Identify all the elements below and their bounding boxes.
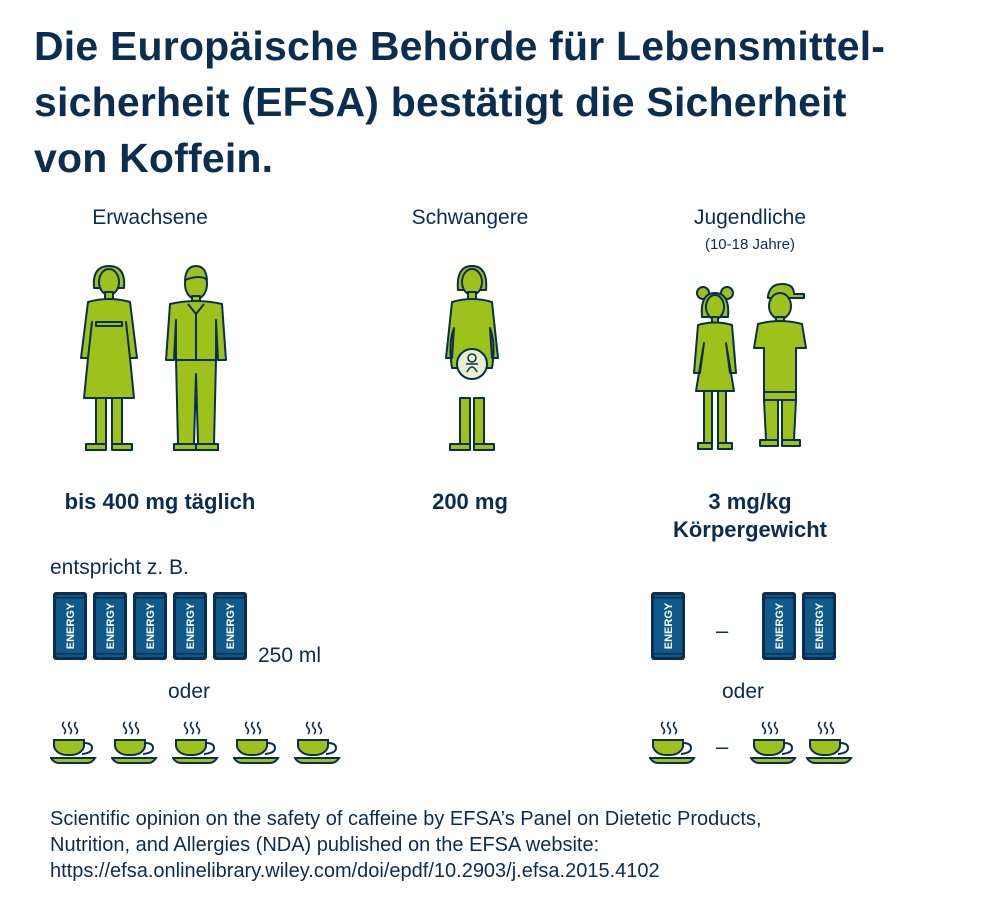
energy-can-icon: ENERGY [650, 591, 686, 661]
teens-amount-dose: 3 mg/kg [708, 489, 792, 514]
coffee-cup-icon [806, 718, 854, 766]
coffee-cup-icon [294, 718, 342, 766]
energy-can-icon: ENERGY [52, 591, 88, 661]
coffee-cup-icon [50, 718, 98, 766]
coffee-cup-icon [172, 718, 220, 766]
pregnant-label: Schwangere [411, 206, 529, 229]
source-line-1: Scientific opinion on the safety of caff… [50, 808, 762, 830]
coffee-cup-icon [233, 718, 281, 766]
title-line-1: Die Europäische Behörde für Lebensmittel… [34, 23, 886, 69]
adults-amount: bis 400 mg täglich [64, 489, 256, 514]
source-line-2: Nutrition, and Allergies (NDA) published… [50, 834, 600, 856]
title-line-2: sicherheit (EFSA) bestätigt die Sicherhe… [34, 79, 847, 125]
energy-can-icon: ENERGY [132, 591, 168, 661]
teens-label: Jugendliche [693, 206, 807, 229]
can-label: ENERGY [65, 602, 77, 649]
teens-age-range: (10-18 Jahre) [704, 236, 796, 253]
energy-can-icon: ENERGY [92, 591, 128, 661]
energy-can-icon: ENERGY [212, 591, 248, 661]
teen-boy-icon [753, 283, 807, 447]
can-volume: 250 ml [258, 644, 322, 667]
can-label: ENERGY [185, 602, 197, 649]
teen-girl-icon [693, 286, 737, 450]
title-line-3: von Koffein. [34, 135, 274, 181]
can-label: ENERGY [814, 602, 826, 649]
can-label: ENERGY [663, 602, 675, 649]
can-label: ENERGY [774, 602, 786, 649]
teen-cans-range-dash: – [716, 618, 729, 643]
adult-man-icon [165, 265, 227, 451]
teen-or-label: oder [722, 680, 765, 703]
coffee-cup-icon [750, 718, 798, 766]
page-title: Die Europäische Behörde für Lebensmittel… [34, 18, 974, 186]
adult-or-label: oder [168, 680, 211, 703]
pregnant-woman-icon [445, 265, 499, 451]
can-label: ENERGY [105, 602, 117, 649]
can-label: ENERGY [145, 602, 157, 649]
energy-can-icon: ENERGY [801, 591, 837, 661]
energy-can-icon: ENERGY [172, 591, 208, 661]
equivalent-label: entspricht z. B. [50, 556, 189, 579]
pregnant-amount: 200 mg [432, 489, 508, 514]
adult-woman-icon [80, 265, 138, 451]
coffee-cup-icon [111, 718, 159, 766]
adults-label: Erwachsene [92, 206, 208, 229]
source-citation: Scientific opinion on the safety of caff… [50, 806, 950, 884]
energy-can-icon: ENERGY [761, 591, 797, 661]
source-link[interactable]: https://efsa.onlinelibrary.wiley.com/doi… [50, 860, 660, 882]
coffee-cup-icon [649, 718, 697, 766]
can-label: ENERGY [225, 602, 237, 649]
teens-amount-unit: Körpergewicht [672, 517, 828, 542]
teen-cups-range-dash: – [716, 734, 729, 759]
